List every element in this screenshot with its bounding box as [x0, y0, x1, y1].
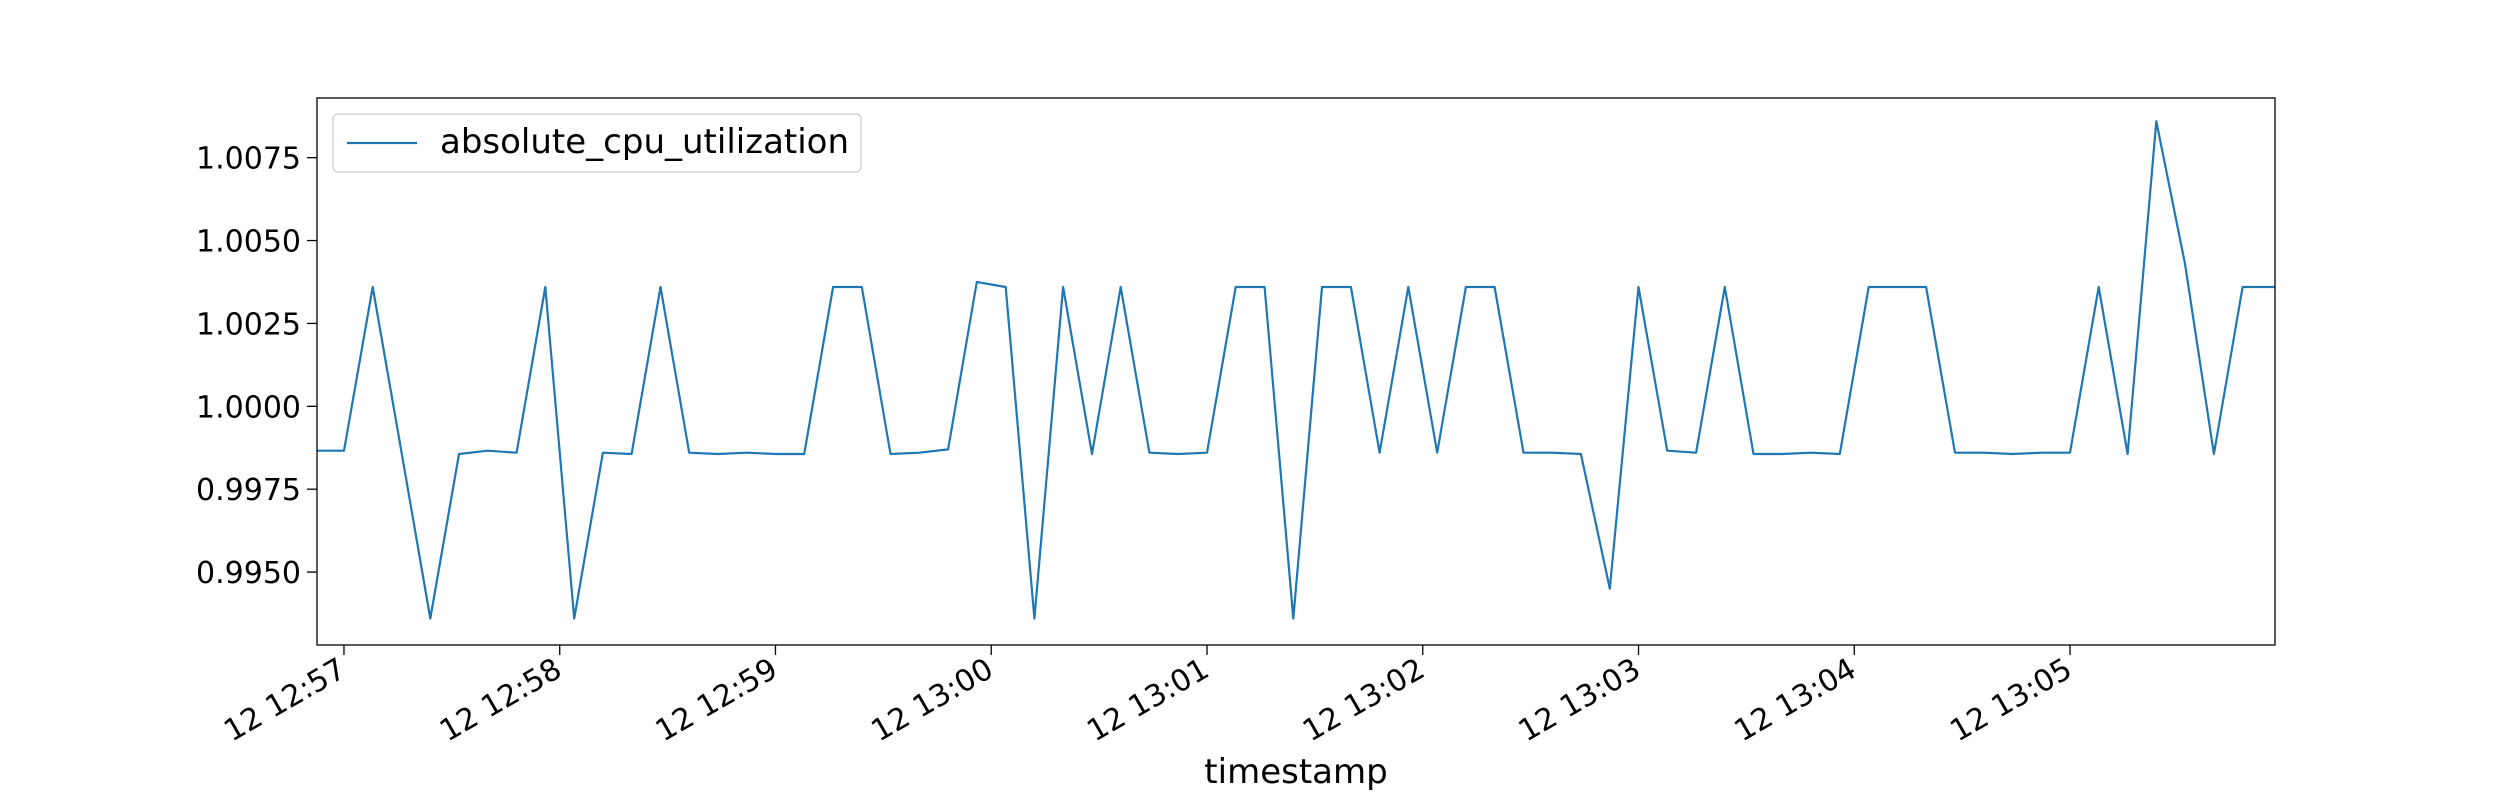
x-axis-label: timestamp: [1204, 752, 1387, 792]
legend: absolute_cpu_utilization: [332, 113, 862, 173]
y-tick-label: 0.9975: [196, 473, 301, 508]
y-tick-label: 1.0075: [196, 142, 301, 177]
legend-label-absolute-cpu-utilization: absolute_cpu_utilization: [440, 122, 849, 162]
y-tick-label: 1.0050: [196, 225, 301, 260]
x-tick-label: 12 13:00: [866, 652, 1000, 749]
x-tick-label: 12 13:03: [1513, 652, 1647, 749]
y-axis: 0.9950 0.9975 1.0000 1.0025 1.0050 1.0075: [196, 142, 317, 591]
x-tick-label: 12 13:04: [1729, 652, 1863, 749]
y-tick-label: 1.0000: [196, 390, 301, 425]
series-line-absolute-cpu-utilization: [317, 120, 2275, 620]
plot-area-frame: [316, 97, 2276, 646]
x-tick-label: 12 13:02: [1297, 652, 1431, 749]
x-axis: 12 12:57 12 12:58 12 12:59 12 13:00 12 13:01…: [218, 645, 2078, 749]
x-tick-label: 12 12:58: [434, 652, 568, 749]
y-tick-label: 0.9950: [196, 556, 301, 591]
legend-box: [332, 113, 862, 173]
x-tick-label: 12 13:05: [1944, 652, 2078, 749]
x-tick-label: 12 12:57: [218, 652, 352, 749]
x-tick-label: 12 12:59: [650, 652, 784, 749]
y-tick-label: 1.0025: [196, 307, 301, 342]
x-tick-label: 12 13:01: [1081, 652, 1215, 749]
